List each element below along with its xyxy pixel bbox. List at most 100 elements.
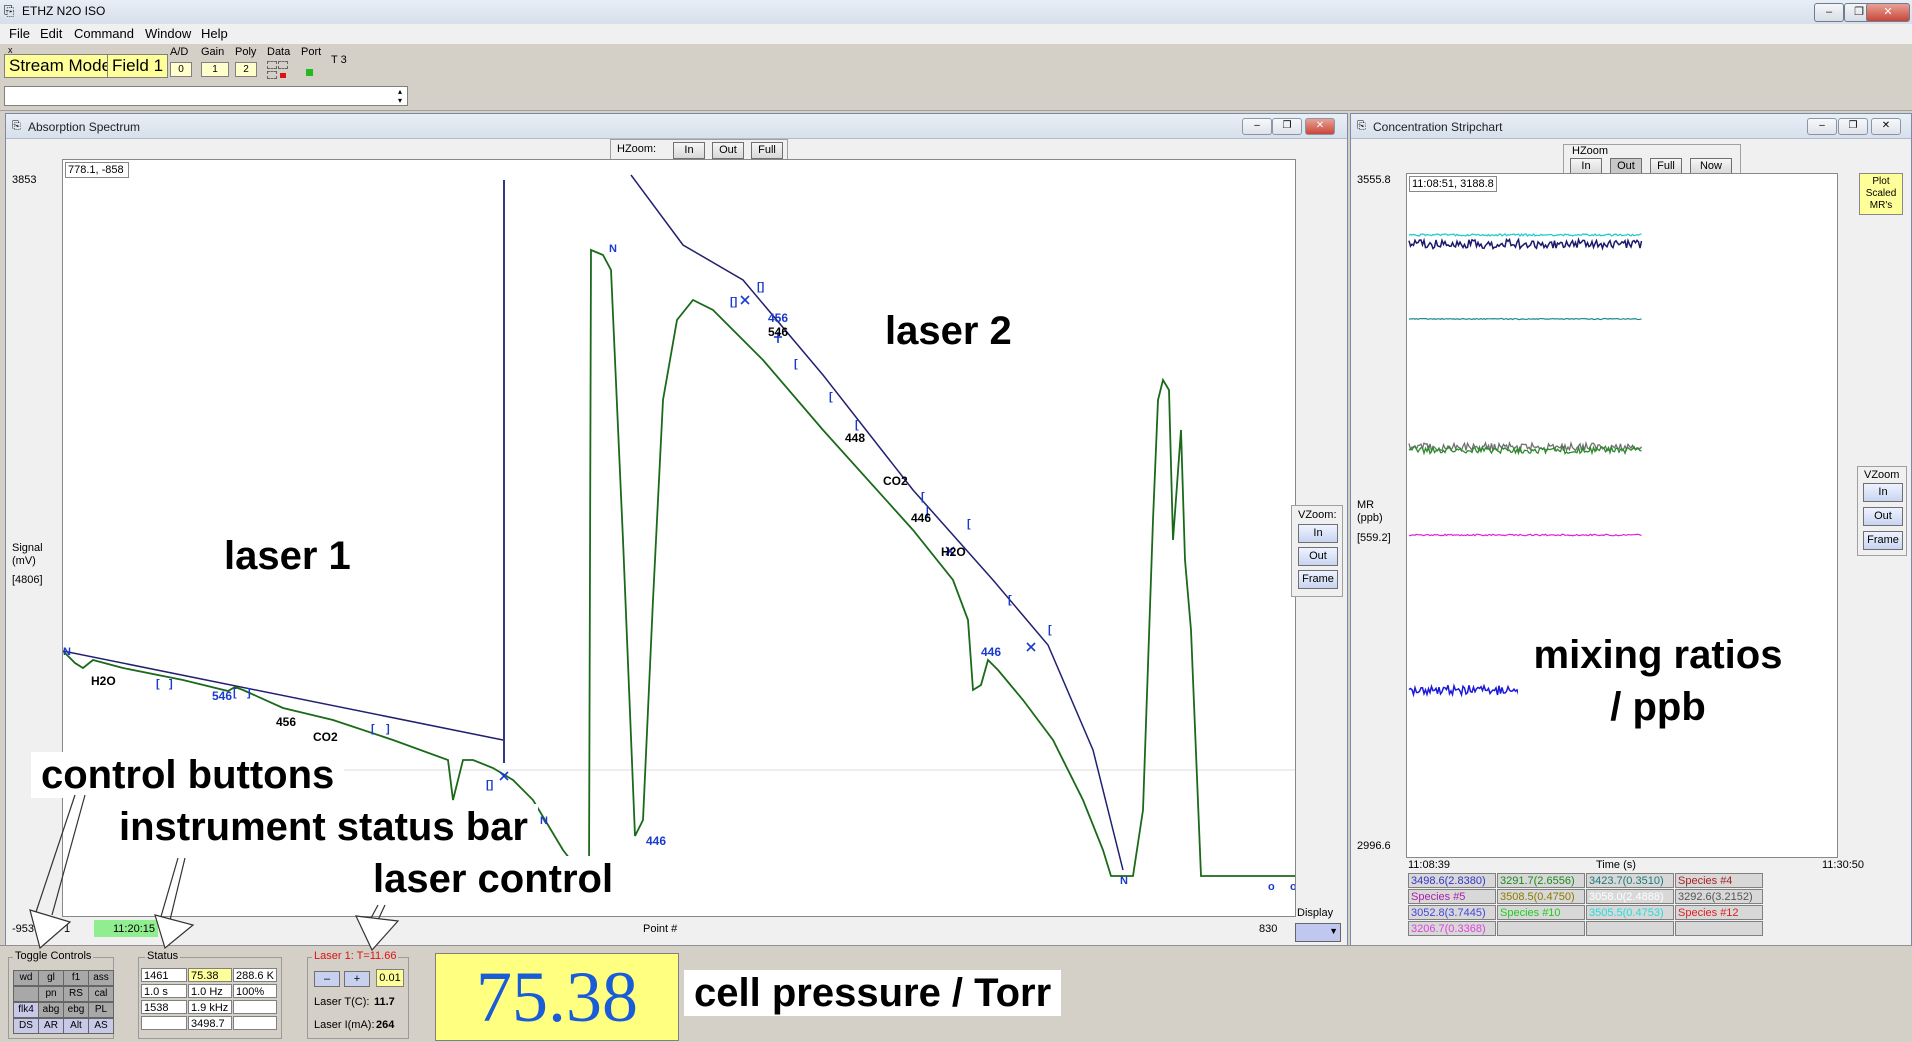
command-spinner-icon[interactable]: ▴ ▾: [397, 87, 402, 105]
trace-line: [1408, 444, 1642, 456]
toggle-button[interactable]: f1: [63, 970, 89, 986]
status-bar: Toggle Controls wd gl f1 ass pn RS cal flk4 abg e…: [0, 945, 1912, 1042]
display-label: Display: [1297, 907, 1334, 919]
vzoom-frame-button[interactable]: Frame: [1298, 570, 1338, 589]
close-button[interactable]: ✕: [1866, 3, 1910, 22]
species-cell[interactable]: 3423.7(0.3510): [1586, 873, 1674, 888]
spectrum-minimize-button[interactable]: ‒: [1242, 118, 1272, 135]
stripchart-y-unit: (ppb): [1357, 512, 1383, 524]
toggle-button[interactable]: pn: [38, 986, 64, 1002]
vzoom-out-button[interactable]: Out: [1863, 507, 1903, 526]
stripchart-minimize-button[interactable]: ‒: [1807, 118, 1837, 135]
menu-file[interactable]: File: [9, 26, 30, 41]
spectrum-y-bottom: -953: [12, 923, 35, 935]
stripchart-restore-button[interactable]: ❐: [1838, 118, 1868, 135]
vzoom-frame-button[interactable]: Frame: [1863, 531, 1903, 550]
laser-decrease-button[interactable]: –: [314, 971, 340, 987]
hzoom-full-button[interactable]: Full: [1650, 158, 1682, 175]
toggle-button[interactable]: RS: [63, 986, 89, 1002]
menu-command[interactable]: Command: [74, 26, 134, 41]
poly-value[interactable]: 2: [235, 62, 257, 77]
vzoom-in-button[interactable]: In: [1863, 483, 1903, 502]
trace-line: [1408, 533, 1642, 537]
gain-value[interactable]: 1: [201, 62, 229, 77]
menu-help[interactable]: Help: [201, 26, 228, 41]
status-cell: 1.0 s: [141, 984, 187, 998]
species-cell[interactable]: 3058.0(2.4888): [1586, 889, 1674, 904]
hzoom-full-button[interactable]: Full: [751, 142, 783, 159]
stripchart-plot[interactable]: 11:08:51, 3188.8: [1406, 173, 1838, 858]
toggle-button[interactable]: DS: [13, 1018, 39, 1034]
species-cell[interactable]: Species #4: [1675, 873, 1763, 888]
species-cell[interactable]: 3052.8(3.7445): [1408, 905, 1496, 920]
toggle-button[interactable]: ebg: [63, 1002, 89, 1018]
laser-title: Laser 1: T=11.66: [312, 950, 399, 962]
stripchart-close-button[interactable]: ✕: [1871, 118, 1901, 135]
minimize-button[interactable]: ‒: [1814, 3, 1844, 22]
menu-edit[interactable]: Edit: [40, 26, 63, 41]
hzoom-now-button[interactable]: Now: [1690, 158, 1732, 175]
species-cell[interactable]: 3292.6(3.2152): [1675, 889, 1763, 904]
spectrum-y-top: 3853: [12, 174, 37, 186]
vzoom-in-button[interactable]: In: [1298, 524, 1338, 543]
species-cell[interactable]: 3206.7(0.3368): [1408, 921, 1496, 936]
peak-label: 456: [276, 715, 296, 729]
plot-scaled-button[interactable]: Plot Scaled MR's: [1859, 173, 1903, 215]
species-cell[interactable]: [1497, 921, 1585, 936]
stripchart-y-label: MR: [1357, 499, 1375, 511]
toggle-button[interactable]: AS: [88, 1018, 114, 1034]
gain-label: Gain: [201, 46, 225, 58]
svg-text:[: [: [967, 518, 971, 530]
vzoom-out-button[interactable]: Out: [1298, 547, 1338, 566]
menu-window[interactable]: Window: [145, 26, 192, 41]
laser1-spectrum: [63, 650, 584, 877]
trace-line: [1408, 317, 1642, 321]
svg-text:[]: []: [730, 296, 738, 308]
laser-step-input[interactable]: 0.01: [376, 969, 404, 987]
hzoom-in-button[interactable]: In: [673, 142, 705, 159]
spectrum-restore-button[interactable]: ❐: [1272, 118, 1302, 135]
field-selector[interactable]: Field 1: [107, 54, 169, 78]
species-cell[interactable]: 3505.5(0.4753): [1586, 905, 1674, 920]
species-cell[interactable]: [1586, 921, 1674, 936]
status-cell: 75.38: [188, 968, 232, 982]
stream-mode-field[interactable]: Stream Mode: [4, 54, 117, 78]
toggle-button[interactable]: flk4: [13, 1002, 39, 1018]
toggle-button[interactable]: Alt: [63, 1018, 89, 1034]
ad-value[interactable]: 0: [170, 62, 192, 77]
display-dropdown[interactable]: ▼: [1295, 923, 1341, 942]
species-cell[interactable]: 3291.7(2.6556): [1497, 873, 1585, 888]
toggle-button[interactable]: abg: [38, 1002, 64, 1018]
toolbar-x[interactable]: x: [8, 45, 13, 55]
spectrum-close-button[interactable]: ✕: [1305, 118, 1335, 135]
toggle-button[interactable]: cal: [88, 986, 114, 1002]
laser-i-value: 264: [376, 1019, 395, 1031]
species-cell[interactable]: Species #10: [1497, 905, 1585, 920]
laser-increase-button[interactable]: +: [344, 971, 370, 987]
command-input[interactable]: [4, 86, 408, 106]
svg-text:[: [: [855, 419, 859, 431]
spectrum-x-time: 11:20:15: [113, 923, 156, 935]
toggle-button[interactable]: ass: [88, 970, 114, 986]
species-cell[interactable]: Species #12: [1675, 905, 1763, 920]
stripchart-y-top: 3555.8: [1357, 174, 1391, 186]
species-cell[interactable]: 3498.6(2.8380): [1408, 873, 1496, 888]
species-cell[interactable]: 3508.5(0.4750): [1497, 889, 1585, 904]
toggle-button[interactable]: [13, 986, 39, 1002]
toggle-button[interactable]: AR: [38, 1018, 64, 1034]
app-title: ETHZ N2O ISO: [22, 4, 106, 18]
peak-label: 446: [646, 834, 666, 848]
hzoom-out-button[interactable]: Out: [712, 142, 744, 159]
toggle-button[interactable]: gl: [38, 970, 64, 986]
svg-text:N: N: [540, 815, 548, 827]
species-cell[interactable]: [1675, 921, 1763, 936]
svg-text:]: ]: [169, 678, 173, 690]
data-label: Data: [267, 46, 291, 58]
toggle-button[interactable]: PL: [88, 1002, 114, 1018]
svg-text:N: N: [609, 243, 617, 255]
svg-text:[]: []: [757, 281, 765, 293]
spectrum-x-right: 830: [1259, 923, 1278, 935]
toggle-button[interactable]: wd: [13, 970, 39, 986]
species-cell[interactable]: Species #5: [1408, 889, 1496, 904]
